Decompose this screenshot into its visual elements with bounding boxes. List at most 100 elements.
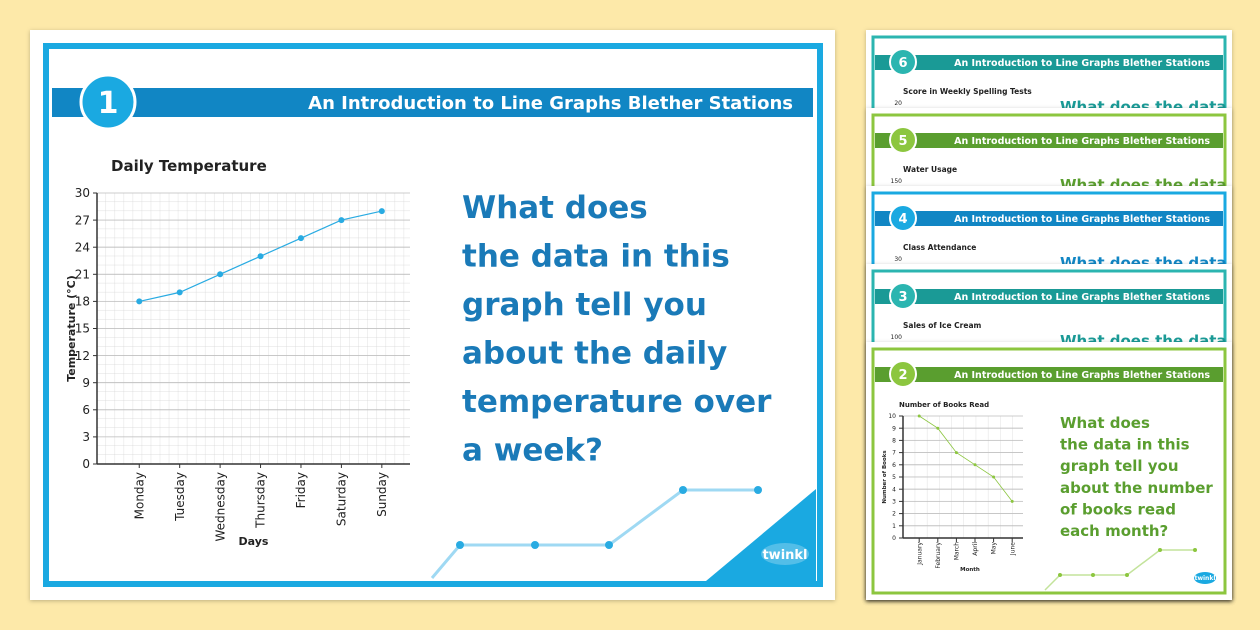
thumbnail-badge	[889, 204, 917, 232]
thumbnail-header: An Introduction to Line Graphs Blether S…	[954, 292, 1210, 303]
thumbnail-decor-line	[1044, 549, 1195, 591]
slide-border	[43, 43, 823, 587]
thumbnail-decor-dot	[1125, 573, 1129, 577]
data-point	[917, 414, 921, 418]
question-line: graph tell you	[462, 287, 707, 323]
y-tick-label: 3	[892, 499, 896, 506]
y-tick-label: 5	[892, 474, 896, 481]
y-tick-label: 1	[892, 523, 896, 530]
header-bar	[52, 88, 813, 117]
y-tick-label: 6	[82, 403, 90, 417]
data-point	[136, 298, 143, 305]
thumbnail-chart-title: Score in Weekly Spelling Tests	[903, 87, 1032, 96]
x-tick-label: Monday	[132, 472, 146, 519]
thumbnail-logo: twinkl	[1195, 575, 1216, 582]
thumbnail-number: 4	[898, 212, 907, 227]
question-line: a week?	[462, 433, 603, 469]
thumbnail-header-bar	[875, 55, 1223, 70]
x-axis-label: Days	[239, 535, 269, 548]
thumbnail-number: 5	[898, 134, 907, 149]
y-tick-label: 8	[892, 438, 896, 445]
data-line	[918, 415, 1013, 502]
x-axis-label: Month	[960, 567, 980, 573]
y-tick-label: 0	[892, 535, 896, 542]
y-tick-label: 30	[75, 186, 90, 200]
decor-dots	[456, 486, 762, 549]
thumbnail-number: 2	[898, 368, 907, 383]
data-point	[992, 475, 996, 479]
x-tick-label: May	[991, 542, 998, 555]
data-point	[217, 271, 224, 278]
thumbnail-chart-title: Water Usage	[903, 165, 957, 174]
data-point	[338, 217, 345, 224]
thumbnail-header: An Introduction to Line Graphs Blether S…	[954, 136, 1210, 147]
thumbnail-decor-dot	[1158, 548, 1162, 552]
data-point	[176, 289, 183, 296]
data-point	[936, 426, 940, 430]
x-tick-label: Thursday	[254, 472, 268, 529]
y-axis-label: Number of Books	[882, 450, 888, 504]
thumbnail-decor-dot	[1193, 548, 1197, 552]
data-point	[973, 463, 977, 467]
thumbnail-chart-title: Sales of Ice Cream	[903, 321, 982, 330]
data-point	[1010, 499, 1014, 503]
y-tick-label: 9	[892, 425, 896, 432]
thumbnail-badge	[889, 282, 917, 310]
thumbnail-logo-cloud	[1194, 572, 1216, 584]
thumbnail-header-bar	[875, 289, 1223, 304]
chart-title: Daily Temperature	[111, 157, 267, 175]
y-tick-label: 9	[82, 376, 90, 390]
slide-number-badge	[79, 73, 137, 131]
thumbnail-badge	[889, 126, 917, 154]
data-point	[297, 235, 304, 242]
x-tick-label: June	[1009, 542, 1016, 556]
thumbnail-number: 6	[898, 56, 907, 71]
decor-line	[430, 488, 758, 579]
thumbnail-border	[871, 347, 1227, 595]
thumbnail-slide: 2 An Introduction to Line Graphs Blether …	[866, 342, 1232, 600]
thumbnail-header: An Introduction to Line Graphs Blether S…	[954, 214, 1210, 225]
thumbnail-y-top-label: 30	[894, 256, 902, 263]
thumbnail-header: An Introduction to Line Graphs Blether S…	[954, 58, 1210, 69]
thumbnail-y-top-label: 100	[891, 334, 903, 341]
chart-title: Number of Books Read	[899, 401, 989, 409]
y-tick-label: 0	[82, 457, 90, 471]
question-line: What does	[462, 190, 648, 226]
data-point	[257, 253, 264, 260]
thumbnail-y-top-label: 20	[894, 100, 902, 107]
logo: twinkl	[762, 548, 807, 563]
thumbnail-question-line: each month?	[1060, 522, 1168, 540]
y-tick-label: 6	[892, 462, 896, 469]
y-tick-label: 2	[892, 511, 896, 518]
logo-cloud	[761, 543, 809, 565]
thumbnail-header-bar	[875, 367, 1223, 382]
x-tick-label: Saturday	[335, 472, 349, 526]
x-tick-label: Wednesday	[213, 472, 227, 541]
thumbnail-question-line: about the number	[1060, 479, 1213, 497]
x-tick-label: Tuesday	[173, 472, 187, 522]
thumbnail-decor-dot	[1091, 573, 1095, 577]
y-tick-label: 24	[75, 240, 90, 254]
thumbnail-header: An Introduction to Line Graphs Blether S…	[954, 370, 1210, 381]
x-tick-label: January	[916, 542, 923, 566]
thumbnail-decor-dot	[1058, 573, 1062, 577]
y-tick-label: 3	[82, 430, 90, 444]
thumbnail-header-bar	[875, 211, 1223, 226]
x-tick-label: April	[972, 542, 979, 556]
x-tick-label: February	[935, 542, 942, 569]
x-tick-label: March	[954, 542, 961, 560]
data-point	[954, 451, 958, 455]
thumbnail-badge	[889, 360, 917, 388]
y-tick-label: 7	[892, 450, 896, 457]
question-line: about the daily	[462, 336, 727, 372]
data-point	[378, 208, 385, 215]
question-line: temperature over	[462, 384, 772, 420]
thumbnail-y-top-label: 150	[891, 178, 903, 185]
question-line: the data in this	[462, 239, 730, 275]
y-tick-label: 27	[75, 213, 90, 227]
slide-number: 1	[98, 86, 119, 121]
thumbnail-header-bar	[875, 133, 1223, 148]
y-tick-label: 10	[888, 413, 896, 420]
